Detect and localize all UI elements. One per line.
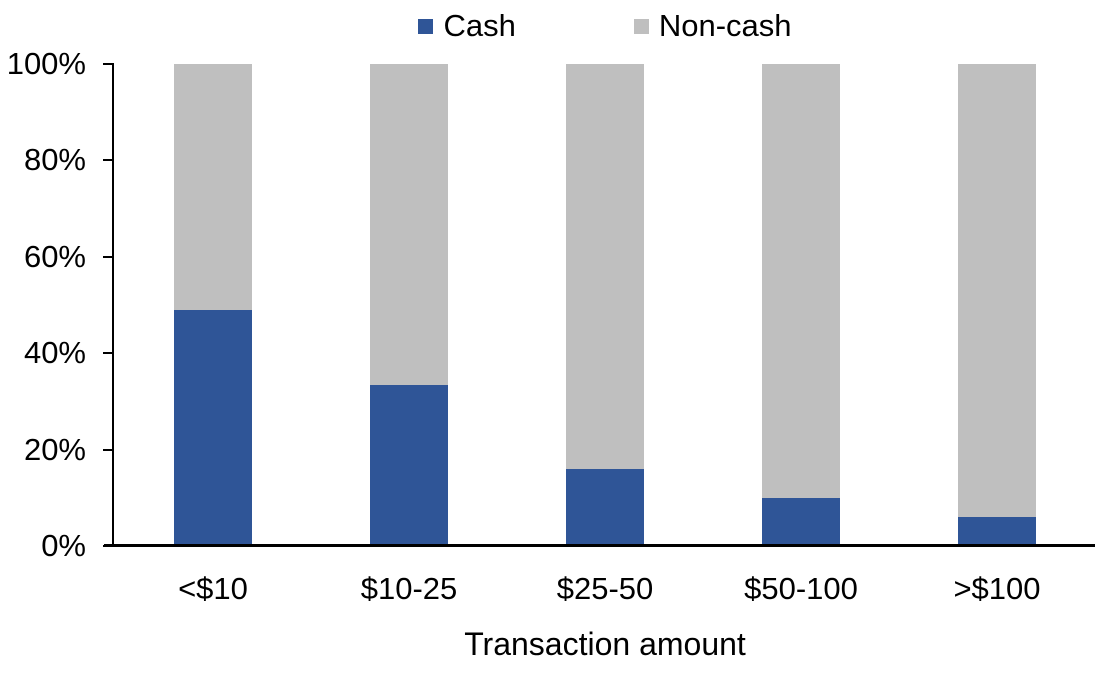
bar-group [311, 64, 507, 546]
x-tick-label: $50-100 [744, 571, 858, 606]
bar-segment-non-cash [958, 64, 1036, 518]
bar-group [899, 64, 1095, 546]
y-tick-label: 40% [23, 335, 86, 371]
y-tick [103, 159, 112, 162]
bar-segment-non-cash [762, 64, 840, 498]
bar-segment-non-cash [174, 64, 252, 310]
y-tick-label: 0% [41, 528, 86, 563]
x-tick-label: <$10 [178, 571, 248, 606]
bar-group [703, 64, 899, 546]
legend-item-cash: Cash [418, 6, 516, 46]
bar-segment-non-cash [566, 64, 644, 469]
y-tick-label: 60% [23, 238, 86, 274]
bar-segment-cash [958, 517, 1036, 546]
bar-segment-cash [566, 468, 644, 546]
y-axis-line [112, 63, 114, 547]
bar-$10-25 [370, 64, 448, 546]
x-axis-line [104, 544, 1095, 547]
bar-$50-100 [762, 64, 840, 546]
y-tick [103, 448, 112, 451]
y-tick [103, 255, 112, 258]
y-tick [103, 352, 112, 355]
legend: Cash Non-cash [115, 6, 1095, 46]
x-tick-label: $25-50 [556, 571, 654, 606]
bar-segment-non-cash [370, 64, 448, 385]
y-tick [103, 63, 112, 65]
y-tick-label: 20% [23, 431, 86, 467]
non-cash-swatch-icon [633, 18, 649, 34]
bar-segment-cash [762, 497, 840, 546]
bar->$100 [958, 64, 1036, 546]
x-axis-title: Transaction amount [464, 626, 746, 662]
y-tick-label: 100% [6, 46, 86, 81]
bar-group [115, 64, 311, 546]
bar-segment-cash [370, 384, 448, 546]
x-tick-label: $10-25 [360, 571, 458, 606]
bar-$25-50 [566, 64, 644, 546]
cash-swatch-icon [418, 18, 434, 34]
x-tick-label: >$100 [953, 571, 1041, 606]
legend-item-non-cash: Non-cash [633, 6, 792, 46]
bar-group [507, 64, 703, 546]
y-tick-label: 80% [23, 142, 86, 178]
legend-label-non-cash: Non-cash [658, 8, 792, 43]
bar-<$10 [174, 64, 252, 546]
bar-segment-cash [174, 309, 252, 546]
legend-label-cash: Cash [443, 8, 516, 43]
